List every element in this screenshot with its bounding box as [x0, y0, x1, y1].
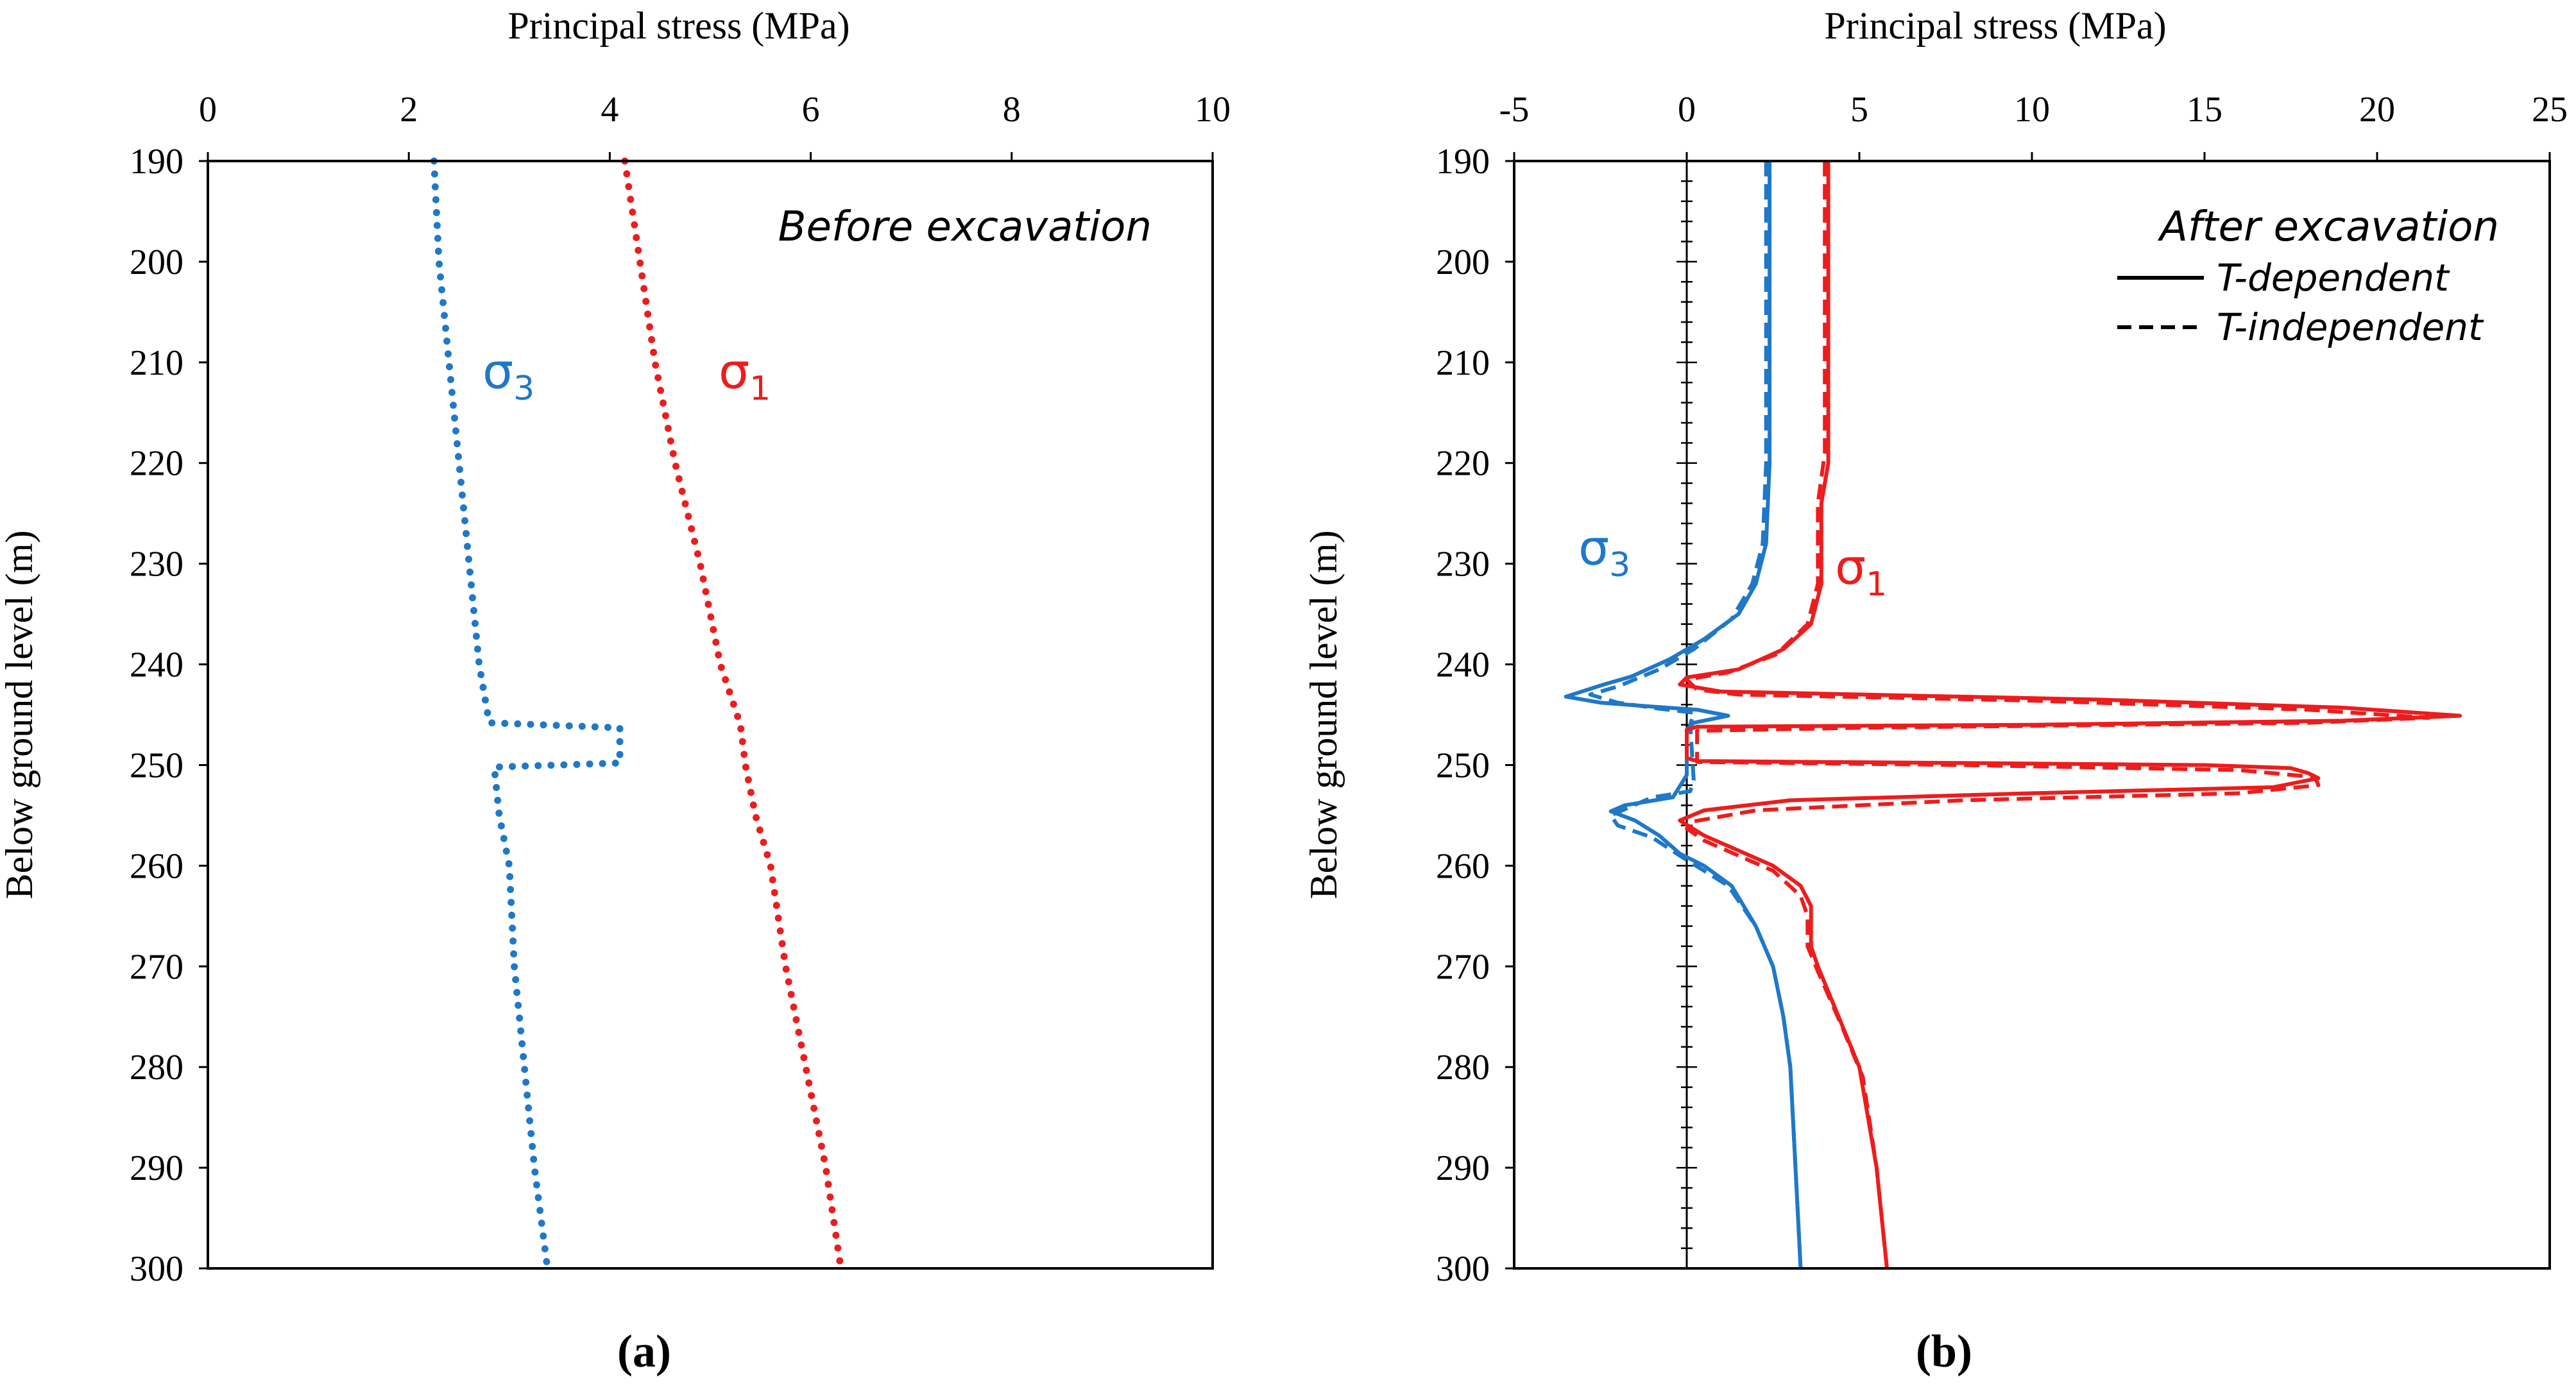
x-axis-title-a: Principal stress (MPa): [508, 4, 849, 47]
panel-label-a: (a): [617, 1325, 671, 1377]
y-tick-label-a-2: 210: [130, 343, 183, 383]
y-tick-label-a-7: 260: [130, 846, 183, 886]
y-tick-label-b-10: 290: [1436, 1148, 1490, 1188]
sigma1-symbol-b: σ: [1835, 538, 1866, 595]
sigma1-label-a: σ1: [719, 343, 771, 408]
x-tick-label-b-5: 20: [2359, 90, 2395, 130]
zero-axis-b: [1676, 160, 1697, 1270]
legend-label-solid: T-dependent: [2217, 256, 2450, 300]
x-tick-label-a-0: 0: [199, 90, 217, 130]
y-tick-label-b-3: 220: [1436, 444, 1490, 484]
y-tick-label-a-11: 300: [130, 1249, 183, 1289]
series-line-b-3: [1685, 161, 2431, 1269]
series-line-a-1: [621, 157, 845, 1272]
series-group-a: [430, 157, 845, 1272]
y-tick-label-b-1: 200: [1436, 243, 1490, 282]
chart-panel-b: Principal stress (MPa) Below ground leve…: [1302, 4, 2568, 1377]
plot-frame-b: [1513, 160, 2551, 1270]
sigma1-symbol-a: σ: [719, 343, 749, 400]
plot-frame-a: [207, 160, 1214, 1270]
y-axis-title-a: Below ground level (m): [0, 531, 40, 899]
panel-label-b: (b): [1916, 1325, 1972, 1377]
x-tick-label-a-1: 2: [400, 90, 418, 130]
y-tick-label-a-8: 270: [130, 947, 183, 987]
sigma3-symbol-a: σ: [482, 343, 513, 400]
y-tick-label-b-2: 210: [1436, 343, 1490, 383]
sigma3-subscript-a: 3: [513, 370, 534, 408]
x-tick-label-b-4: 15: [2187, 90, 2222, 130]
sigma3-label-b: σ3: [1578, 519, 1630, 584]
sigma1-subscript-a: 1: [749, 370, 771, 408]
legend-label-dashed: T-independent: [2217, 305, 2484, 349]
x-ticks-a: 0 2 4 6 8 10: [199, 90, 1231, 161]
y-ticks-a: 190 200 210 220 230 240 250 260 270 280 290 300: [130, 142, 208, 1289]
x-axis-title-b: Principal stress (MPa): [1824, 4, 2166, 47]
x-tick-label-a-2: 4: [601, 90, 618, 130]
y-tick-label-a-4: 230: [130, 545, 183, 584]
x-tick-label-a-5: 10: [1195, 90, 1231, 130]
y-tick-label-b-7: 260: [1436, 846, 1490, 886]
annotation-b: After excavation: [2157, 203, 2499, 251]
series-line-a-0: [430, 157, 624, 1272]
x-tick-label-b-1: 0: [1678, 90, 1696, 130]
x-ticks-b: -5 0 5 10 15 20 25: [1499, 90, 2568, 161]
x-tick-label-a-3: 6: [802, 90, 820, 130]
x-tick-label-b-3: 10: [2014, 90, 2050, 130]
y-tick-label-a-10: 290: [130, 1148, 183, 1188]
y-tick-label-b-4: 230: [1436, 545, 1490, 584]
x-tick-label-b-2: 5: [1850, 90, 1868, 130]
series-group-b: [1564, 161, 2462, 1269]
x-tick-label-b-6: 25: [2532, 90, 2568, 130]
sigma1-label-b: σ1: [1835, 538, 1887, 604]
y-tick-label-a-0: 190: [130, 142, 183, 182]
y-axis-title-b: Below ground level (m): [1302, 531, 1345, 899]
y-tick-label-a-9: 280: [130, 1048, 183, 1087]
legend-b: T-dependent T-independent: [2117, 256, 2484, 349]
y-tick-label-b-5: 240: [1436, 645, 1490, 685]
x-tick-label-a-4: 8: [1003, 90, 1021, 130]
series-line-b-1: [1588, 161, 1803, 1269]
chart-panel-a: Principal stress (MPa) Below ground leve…: [0, 4, 1231, 1377]
y-tick-label-b-11: 300: [1436, 1249, 1490, 1289]
y-ticks-b: 190 200 210 220 230 240 250 260 270 280 290 300: [1436, 142, 1514, 1289]
annotation-a: Before excavation: [778, 203, 1152, 251]
sigma3-subscript-b: 3: [1609, 546, 1630, 584]
y-tick-label-a-6: 250: [130, 746, 183, 785]
sigma3-label-a: σ3: [482, 343, 534, 408]
y-tick-label-a-1: 200: [130, 243, 183, 282]
sigma1-subscript-b: 1: [1866, 565, 1887, 604]
y-tick-label-b-8: 270: [1436, 947, 1490, 987]
y-tick-label-a-3: 220: [130, 444, 183, 484]
y-tick-label-a-5: 240: [130, 645, 183, 685]
y-tick-label-b-9: 280: [1436, 1048, 1490, 1087]
sigma3-symbol-b: σ: [1578, 519, 1609, 576]
y-tick-label-b-0: 190: [1436, 142, 1490, 182]
x-tick-label-b-0: -5: [1499, 90, 1530, 130]
y-tick-label-b-6: 250: [1436, 746, 1490, 785]
